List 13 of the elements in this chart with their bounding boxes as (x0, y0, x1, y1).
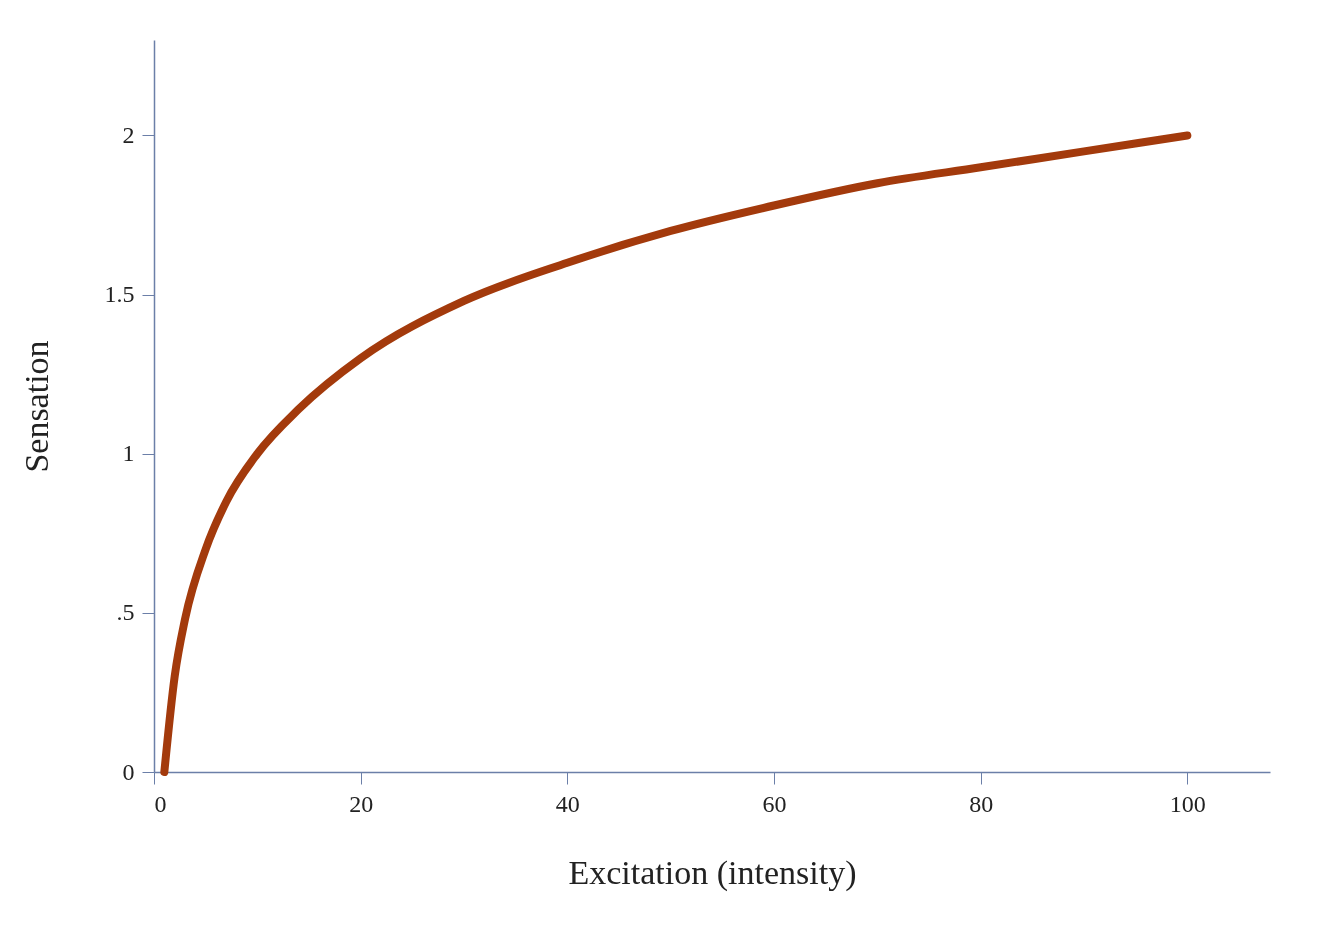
x-axis-title: Excitation (intensity) (568, 853, 857, 892)
y-tick-label: 2 (122, 121, 135, 148)
y-tick-label: .5 (116, 599, 135, 626)
x-tick-label: 0 (154, 790, 167, 817)
y-tick-label: 0 (122, 758, 135, 785)
y-tick-label: 1.5 (104, 281, 135, 308)
x-tick-label: 20 (349, 790, 374, 817)
x-tick-label: 80 (969, 790, 994, 817)
x-tick-label: 100 (1169, 790, 1206, 817)
y-tick-label: 1 (122, 440, 135, 467)
x-tick-label: 40 (555, 790, 580, 817)
y-axis-title: Sensation (17, 340, 55, 473)
x-tick-label: 60 (762, 790, 787, 817)
